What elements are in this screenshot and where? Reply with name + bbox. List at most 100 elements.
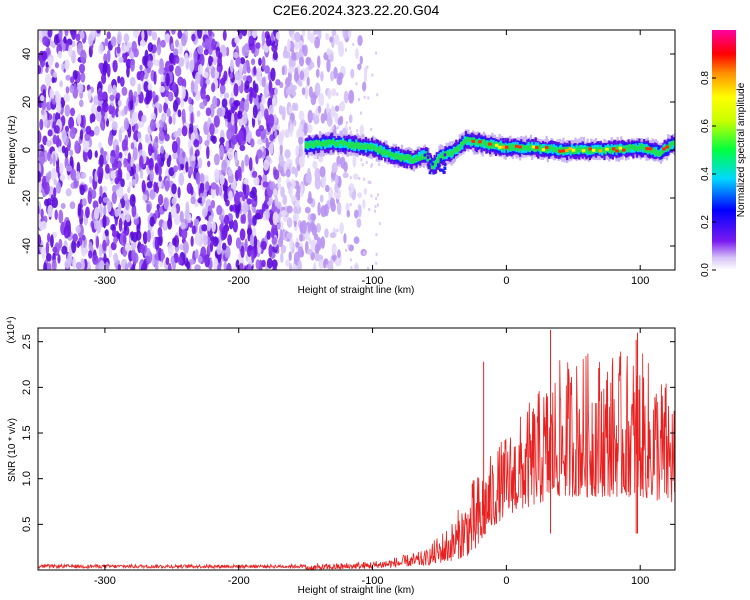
signal-mark	[635, 146, 639, 152]
signal-mark	[533, 147, 536, 152]
noise-mark	[261, 95, 266, 105]
noise-mark	[74, 140, 80, 154]
noise-mark	[193, 218, 200, 227]
signal-mark	[307, 144, 310, 149]
signal-mark	[462, 140, 465, 146]
signal-mark	[651, 147, 654, 154]
signal-mark	[392, 154, 395, 159]
signal-peak-mark	[514, 144, 519, 148]
noise-mark	[156, 153, 161, 164]
noise-mark	[174, 54, 180, 64]
noise-mark	[280, 244, 287, 254]
signal-mark	[421, 155, 424, 160]
noise-mark	[225, 140, 230, 152]
noise-mark	[347, 30, 352, 40]
noise-mark	[342, 172, 349, 179]
signal-mark	[328, 140, 331, 148]
noise-mark	[146, 203, 151, 214]
noise-mark	[211, 220, 216, 233]
noise-mark	[52, 246, 58, 253]
signal-peak-mark	[648, 147, 653, 151]
signal-mark	[451, 151, 454, 156]
colorbar: 0.0 0.2 0.4 0.6 0.8 Normalized spectral ampl…	[700, 30, 747, 277]
noise-mark	[124, 262, 129, 270]
spectrogram-x-ticks: -300 -200 -100 0 100	[94, 30, 649, 287]
noise-mark	[334, 105, 340, 112]
noise-mark	[311, 224, 318, 237]
signal-mark	[398, 154, 401, 160]
noise-mark	[316, 223, 322, 233]
signal-mark	[443, 170, 446, 174]
colorbar-tick-label: 0.8	[700, 71, 711, 85]
signal-mark	[319, 141, 322, 146]
noise-mark	[300, 183, 304, 198]
noise-mark	[117, 264, 121, 270]
signal-mark	[337, 142, 340, 147]
noise-mark	[154, 94, 159, 103]
noise-mark	[296, 185, 302, 194]
signal-mark	[408, 156, 411, 163]
spectrogram-y-ticks: -40 -20 0 20 40	[21, 48, 675, 254]
signal-mark	[452, 149, 455, 154]
noise-mark	[328, 268, 331, 270]
noise-mark	[302, 44, 308, 57]
signal-mark	[586, 146, 589, 151]
noise-mark	[345, 248, 348, 252]
noise-mark	[323, 203, 329, 217]
signal-mark	[379, 145, 382, 152]
noise-mark	[356, 218, 362, 228]
noise-mark	[104, 261, 110, 270]
noise-mark	[151, 91, 156, 99]
noise-mark	[116, 92, 121, 100]
noise-mark	[339, 222, 344, 234]
signal-mark	[543, 144, 546, 152]
noise-mark	[261, 259, 266, 268]
signal-mark	[538, 146, 541, 151]
signal-mark	[437, 157, 440, 164]
noise-mark	[191, 155, 196, 162]
noise-mark	[234, 70, 241, 81]
noise-mark	[334, 174, 339, 185]
noise-mark	[57, 146, 63, 153]
noise-mark	[97, 165, 104, 180]
noise-mark	[249, 190, 256, 199]
signal-mark	[631, 145, 634, 153]
noise-mark	[200, 87, 206, 94]
signal-mark	[402, 154, 405, 160]
noise-mark	[38, 234, 42, 247]
noise-mark	[209, 56, 214, 63]
signal-mark	[428, 171, 432, 175]
signal-mark	[428, 160, 432, 164]
noise-mark	[251, 170, 258, 178]
noise-mark	[307, 196, 313, 205]
noise-mark	[94, 150, 98, 158]
signal-mark	[374, 147, 377, 152]
noise-mark	[156, 203, 161, 210]
noise-mark	[271, 236, 277, 245]
noise-mark	[205, 107, 212, 117]
colorbar-ticks: 0.0 0.2 0.4 0.6 0.8	[700, 71, 716, 277]
noise-mark	[168, 65, 174, 73]
noise-mark	[167, 262, 172, 270]
signal-mark	[521, 144, 524, 149]
signal-mark	[382, 146, 386, 154]
noise-mark	[234, 151, 238, 165]
signal-mark	[447, 152, 451, 157]
noise-mark	[295, 145, 300, 158]
noise-mark	[115, 144, 120, 158]
noise-mark	[193, 139, 200, 148]
noise-mark	[172, 237, 177, 246]
noise-mark	[232, 219, 238, 233]
signal-mark	[638, 147, 641, 152]
noise-mark	[252, 30, 258, 39]
noise-mark	[146, 248, 151, 257]
y-tick-label: 2.0	[21, 380, 33, 395]
signal-mark	[586, 147, 589, 156]
noise-mark	[154, 147, 158, 161]
signal-peak-mark	[605, 147, 609, 151]
noise-mark	[355, 265, 358, 269]
noise-mark	[326, 115, 333, 127]
signal-mark	[345, 142, 348, 147]
signal-mark	[304, 142, 307, 149]
signal-peak-mark	[618, 146, 623, 150]
